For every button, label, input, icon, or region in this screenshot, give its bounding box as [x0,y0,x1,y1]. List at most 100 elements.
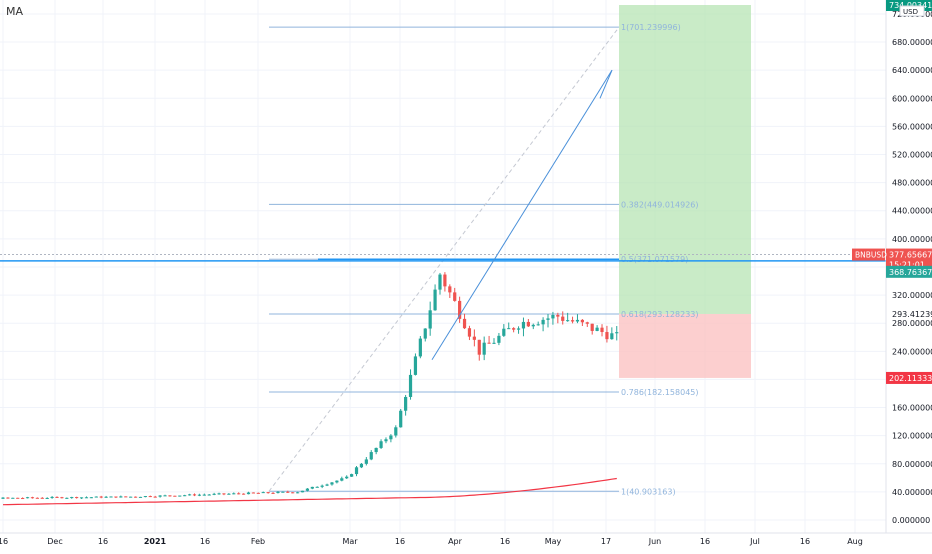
candle-body [109,496,113,498]
x-tick-label: 16 [500,537,510,546]
fib-0618-tag: 293.412393 [892,310,932,319]
candle-body [566,320,570,322]
candle-body [521,321,526,329]
candle-body [320,485,324,487]
candle-body [408,374,413,397]
candle-body [227,493,231,495]
y-tick-label: 600.000000 [892,94,932,103]
candle-body [21,498,25,500]
candle-body [207,494,211,496]
candle-body [286,491,290,493]
y-tick-label: 120.000000 [892,432,932,441]
x-tick-label: 17 [601,537,611,546]
x-tick-label: Apr [448,537,463,546]
fib-label: 0.5(371.071579) [621,255,688,264]
candle-body [541,319,545,325]
candle-body [462,318,467,329]
candles [1,272,619,500]
x-tick-label: Aug [847,537,863,546]
candle-body [590,323,594,331]
current-tag-bg [886,248,932,271]
candle-body [50,496,54,498]
candle-body [580,319,584,323]
candle-body [605,332,609,340]
candle-body [467,328,472,337]
moving-average-line [2,477,617,506]
y-tick-label: 560.000000 [892,122,932,131]
candle-body [325,484,329,486]
candle-body [70,497,74,499]
candle-body [16,497,20,499]
y-tick-label: 520.000000 [892,151,932,160]
candle-body [197,494,201,496]
candle-body [114,496,118,498]
x-tick-label: May [545,537,562,546]
candle-body [595,327,599,331]
current-price: 377.656672 [889,251,932,260]
candle-body [374,447,378,453]
candle-body [615,332,619,334]
candle-body [178,495,182,497]
symbol-tag-bg [852,248,885,261]
candle-body [300,490,305,493]
candle-body [310,486,314,489]
candle-body [55,496,59,498]
candle-body [6,497,10,499]
candle-body [291,492,295,494]
candle-body [79,497,84,499]
x-tick-label: Mar [342,537,358,546]
candle-body [561,316,565,321]
candle-body [168,495,172,497]
candle-body [129,496,133,498]
candle-body [202,494,206,496]
candle-body [585,322,589,324]
candle-body [369,452,373,460]
candle-countdown: 15:21:01 [889,261,925,270]
currency-badge [899,5,925,17]
y-tick-label: 240.000000 [892,347,932,356]
y-tick-label: 0.000000 [892,516,930,525]
fib-label: 0.786(182.158045) [621,388,699,397]
candle-body [482,342,486,355]
candle-body [404,396,408,411]
x-tick-label: 16 [395,537,405,546]
symbol-tag: BNBUSD [855,251,887,260]
candle-body [315,486,319,488]
candle-body [340,478,344,481]
candle-body [507,328,511,330]
candle-body [570,320,575,322]
x-tick-label: Jun [648,537,662,546]
candle-body [477,339,481,355]
candle-body [379,441,383,448]
fib-label: 1(701.239996) [621,23,681,32]
candle-body [133,496,138,498]
candle-body [271,492,275,494]
candle-body [536,324,540,326]
candle-body [138,496,143,498]
y-tick-label: 680.000000 [892,38,932,47]
candle-body [40,497,44,499]
candle-body [487,342,491,344]
currency-label: USD [903,8,918,16]
ma-tag-bg [886,371,932,384]
candle-body [153,496,157,498]
candle-body [217,493,221,495]
candle-body [423,328,427,339]
fib-label: 0.618(293.128233) [621,310,699,319]
candle-body [502,328,506,336]
candle-body [526,321,530,327]
candle-body [345,476,349,479]
candle-body [45,497,49,499]
indicator-label[interactable]: MA [6,5,24,18]
fib-label: 0.382(449.014926) [621,200,699,209]
y-tick-label: 320.000000 [892,291,932,300]
candle-body [65,497,69,499]
ma-tag: 202.113331 [889,374,932,383]
candle-body [246,492,251,495]
candle-body [281,491,285,493]
candle-body [251,492,256,494]
candle-body [335,480,339,483]
candle-body [384,439,388,442]
